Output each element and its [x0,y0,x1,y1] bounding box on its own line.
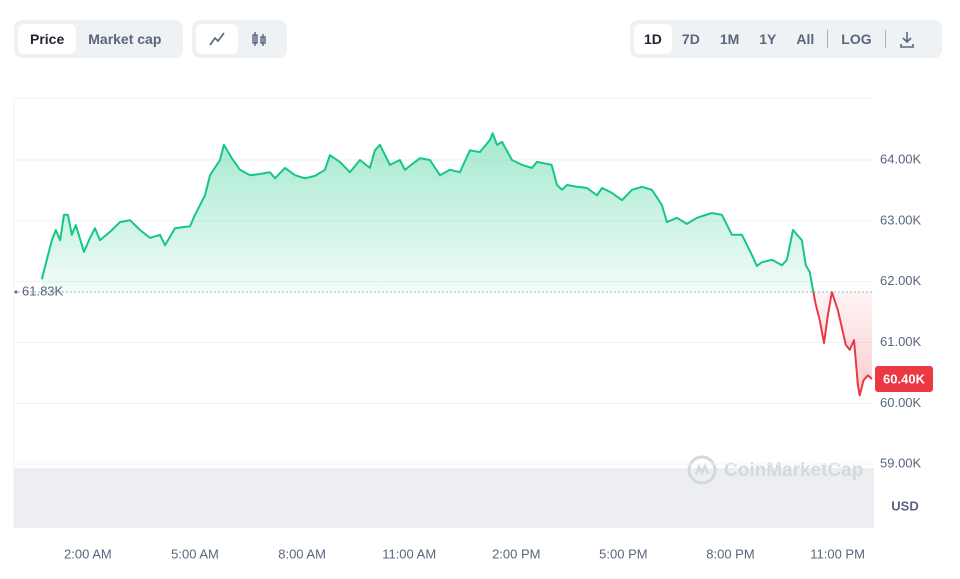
x-tick-label: 11:00 AM [382,546,436,561]
x-tick-label: 5:00 PM [599,546,647,561]
baseline-label: 61.83K [22,283,64,298]
range-1y[interactable]: 1Y [759,31,777,47]
range-1m[interactable]: 1M [719,31,740,47]
y-axis-label: USD [891,498,918,513]
current-price-box [875,365,933,392]
x-tick-label: 5:00 AM [171,546,219,561]
x-tick-label: 8:00 PM [706,546,754,561]
y-tick-label: 62.00K [880,273,922,288]
x-tick-label: 2:00 PM [492,546,540,561]
range-1d[interactable]: 1D [634,24,672,54]
x-tick-label: 11:00 PM [810,546,865,561]
y-tick-label: 61.00K [880,334,922,349]
current-price-label: 60.40K [883,371,926,386]
download[interactable] [889,24,925,54]
chart-style [192,20,287,58]
y-tick-label: 63.00K [880,212,922,227]
separator [884,30,886,48]
volume-area [14,468,874,528]
log-toggle[interactable]: LOG [841,31,872,47]
tab-price[interactable]: Price [18,24,77,54]
price-tabs: Price Market cap [14,20,183,58]
x-tick-label: 8:00 AM [278,546,326,561]
watermark: CoinMarketCap [724,460,863,481]
separator [827,30,829,48]
line-style[interactable] [196,24,238,54]
tab-market-cap[interactable]: Market cap [88,31,162,47]
y-tick-label: 59.00K [880,456,922,471]
candle-style[interactable] [238,24,280,54]
watermark-logo [687,455,717,485]
range-all[interactable]: All [796,31,815,47]
x-tick-label: 2:00 AM [64,546,112,561]
price-area [41,133,872,396]
range-tabs: 1D 7D 1M 1Y All LOG [630,20,942,58]
baseline-dot [14,290,18,294]
y-tick-label: 64.00K [880,151,922,166]
range-7d[interactable]: 7D [681,31,700,47]
price-line [40,132,873,397]
y-tick-label: 60.00K [880,395,922,410]
